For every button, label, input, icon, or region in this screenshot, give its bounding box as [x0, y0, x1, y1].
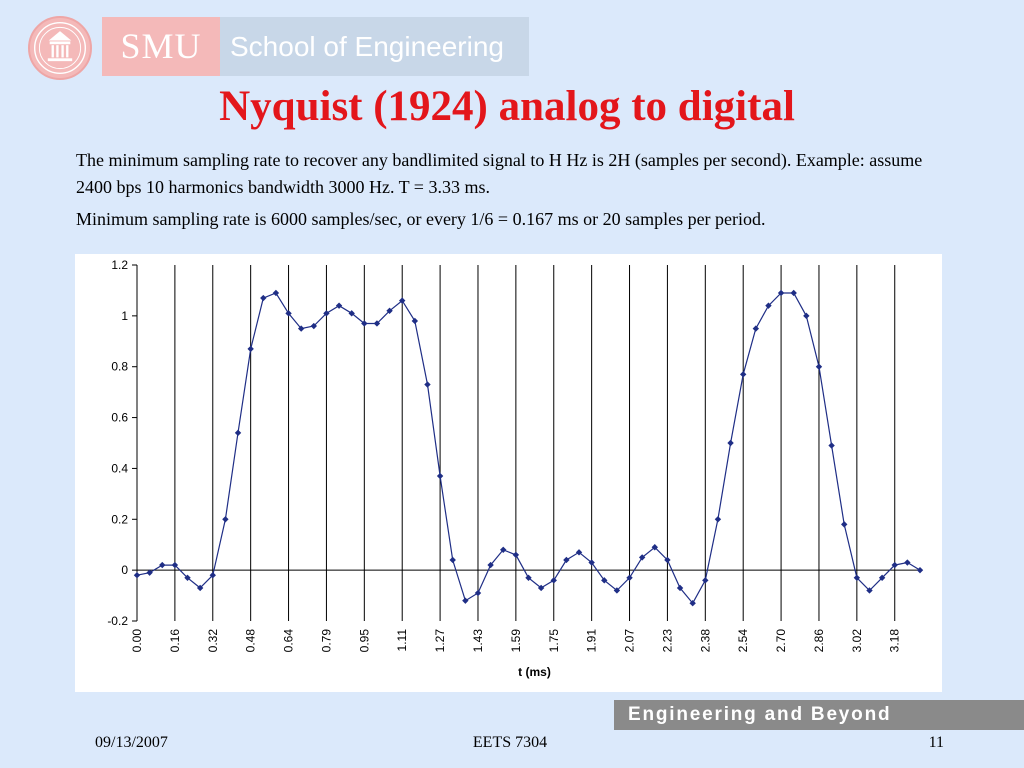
data-point — [462, 597, 469, 604]
y-tick-label: 0 — [121, 563, 128, 577]
data-point — [727, 439, 734, 447]
y-tick-label: -0.2 — [107, 614, 128, 628]
data-point — [803, 312, 810, 320]
data-point — [297, 325, 305, 332]
data-point — [487, 561, 494, 569]
chart-svg: -0.2 0 0.2 0.4 0.6 0.8 1 1.2 0.00 0.16 0.32 0.48 0.6… — [107, 258, 924, 679]
data-point — [777, 289, 785, 297]
x-tick-label: 1.11 — [395, 629, 409, 652]
data-point — [916, 566, 924, 574]
data-point — [891, 561, 898, 569]
data-point — [841, 521, 848, 528]
data-point — [335, 302, 343, 309]
x-tick-label: 2.70 — [774, 629, 788, 653]
y-tick-label: 0.2 — [111, 512, 128, 526]
data-point — [613, 587, 621, 594]
y-tick-label: 1.2 — [111, 258, 128, 272]
body-paragraph-1: The minimum sampling rate to recover any… — [76, 150, 923, 197]
data-point — [790, 289, 797, 297]
data-point — [815, 363, 823, 370]
data-point — [361, 320, 368, 327]
footer-course: EETS 7304 — [472, 734, 548, 751]
data-point — [159, 561, 166, 569]
slide-body: The minimum sampling rate to recover any… — [76, 147, 956, 233]
x-tick-label: 0.32 — [206, 629, 220, 653]
x-tick-label: 2.23 — [660, 629, 674, 653]
x-tick-label: 0.95 — [357, 629, 371, 653]
x-tick-label: 0.48 — [244, 629, 258, 653]
data-point — [348, 310, 355, 317]
data-point — [904, 559, 911, 566]
data-point — [272, 289, 280, 297]
x-tick-label: 3.02 — [850, 629, 864, 653]
x-tick-label: 0.00 — [130, 629, 144, 653]
data-point — [247, 345, 254, 353]
data-point — [285, 310, 292, 317]
x-tick-label: 0.64 — [282, 629, 296, 653]
data-point — [386, 307, 393, 314]
sampling-chart: -0.2 0 0.2 0.4 0.6 0.8 1 1.2 0.00 0.16 0.32 0.48 0.6… — [75, 254, 942, 692]
data-point — [563, 556, 570, 564]
data-point — [714, 516, 722, 523]
data-point — [310, 322, 318, 330]
y-tick-label: 0.8 — [111, 360, 128, 374]
data-point — [866, 587, 873, 594]
footer-date: 09/13/2007 — [95, 734, 168, 751]
x-tick-label: 0.16 — [168, 629, 182, 653]
data-point — [588, 559, 595, 566]
footer-page-number: 11 — [928, 734, 944, 751]
x-tick-label: 2.38 — [698, 629, 712, 653]
data-point — [752, 325, 760, 332]
y-tick-label: 0.4 — [111, 461, 128, 475]
smu-logo: SMU — [102, 17, 220, 76]
y-tick-label: 0.6 — [111, 411, 128, 425]
x-tick-label: 0.79 — [319, 629, 333, 653]
data-point — [133, 572, 141, 579]
smu-seal-logo — [28, 16, 92, 80]
data-point — [638, 554, 646, 561]
data-point — [436, 472, 444, 480]
data-point — [411, 317, 419, 325]
data-point — [550, 577, 557, 584]
data-point — [537, 584, 545, 592]
x-tick-label: 1.43 — [471, 629, 485, 653]
school-of-engineering-logo: School of Engineering — [220, 17, 529, 76]
data-point — [689, 600, 696, 607]
body-paragraph-2: Minimum sampling rate is 6000 samples/se… — [76, 209, 766, 229]
x-tick-label: 1.59 — [509, 629, 523, 653]
data-point — [373, 320, 381, 327]
data-point — [664, 556, 671, 564]
data-point — [765, 302, 772, 309]
x-tick-label: 1.91 — [585, 629, 599, 653]
x-tick-label: 3.18 — [888, 629, 902, 653]
x-tick-label: 1.27 — [433, 629, 447, 653]
slide-title: Nyquist (1924) analog to digital — [219, 83, 795, 130]
x-axis-title: t (ms) — [518, 665, 551, 679]
data-point — [474, 589, 482, 597]
data-point — [399, 297, 406, 304]
data-point — [234, 429, 242, 437]
data-point — [171, 561, 179, 569]
x-tick-label: 1.75 — [547, 629, 561, 653]
data-point — [525, 574, 532, 581]
data-point — [512, 551, 520, 559]
data-point — [260, 294, 267, 302]
data-point — [323, 310, 330, 317]
data-point — [739, 371, 747, 378]
data-point — [676, 584, 684, 592]
series-line — [136, 292, 921, 605]
x-tick-label: 2.54 — [736, 629, 750, 653]
data-point — [424, 381, 431, 388]
x-tick-label: 2.07 — [623, 629, 637, 653]
engineering-and-beyond-banner: Engineering and Beyond — [614, 700, 1024, 730]
data-point — [196, 584, 204, 592]
y-tick-label: 1 — [121, 309, 128, 323]
data-point — [222, 516, 229, 523]
data-point — [702, 577, 709, 584]
data-point — [449, 556, 456, 564]
x-tick-label: 2.86 — [812, 629, 826, 653]
data-point — [828, 442, 835, 449]
